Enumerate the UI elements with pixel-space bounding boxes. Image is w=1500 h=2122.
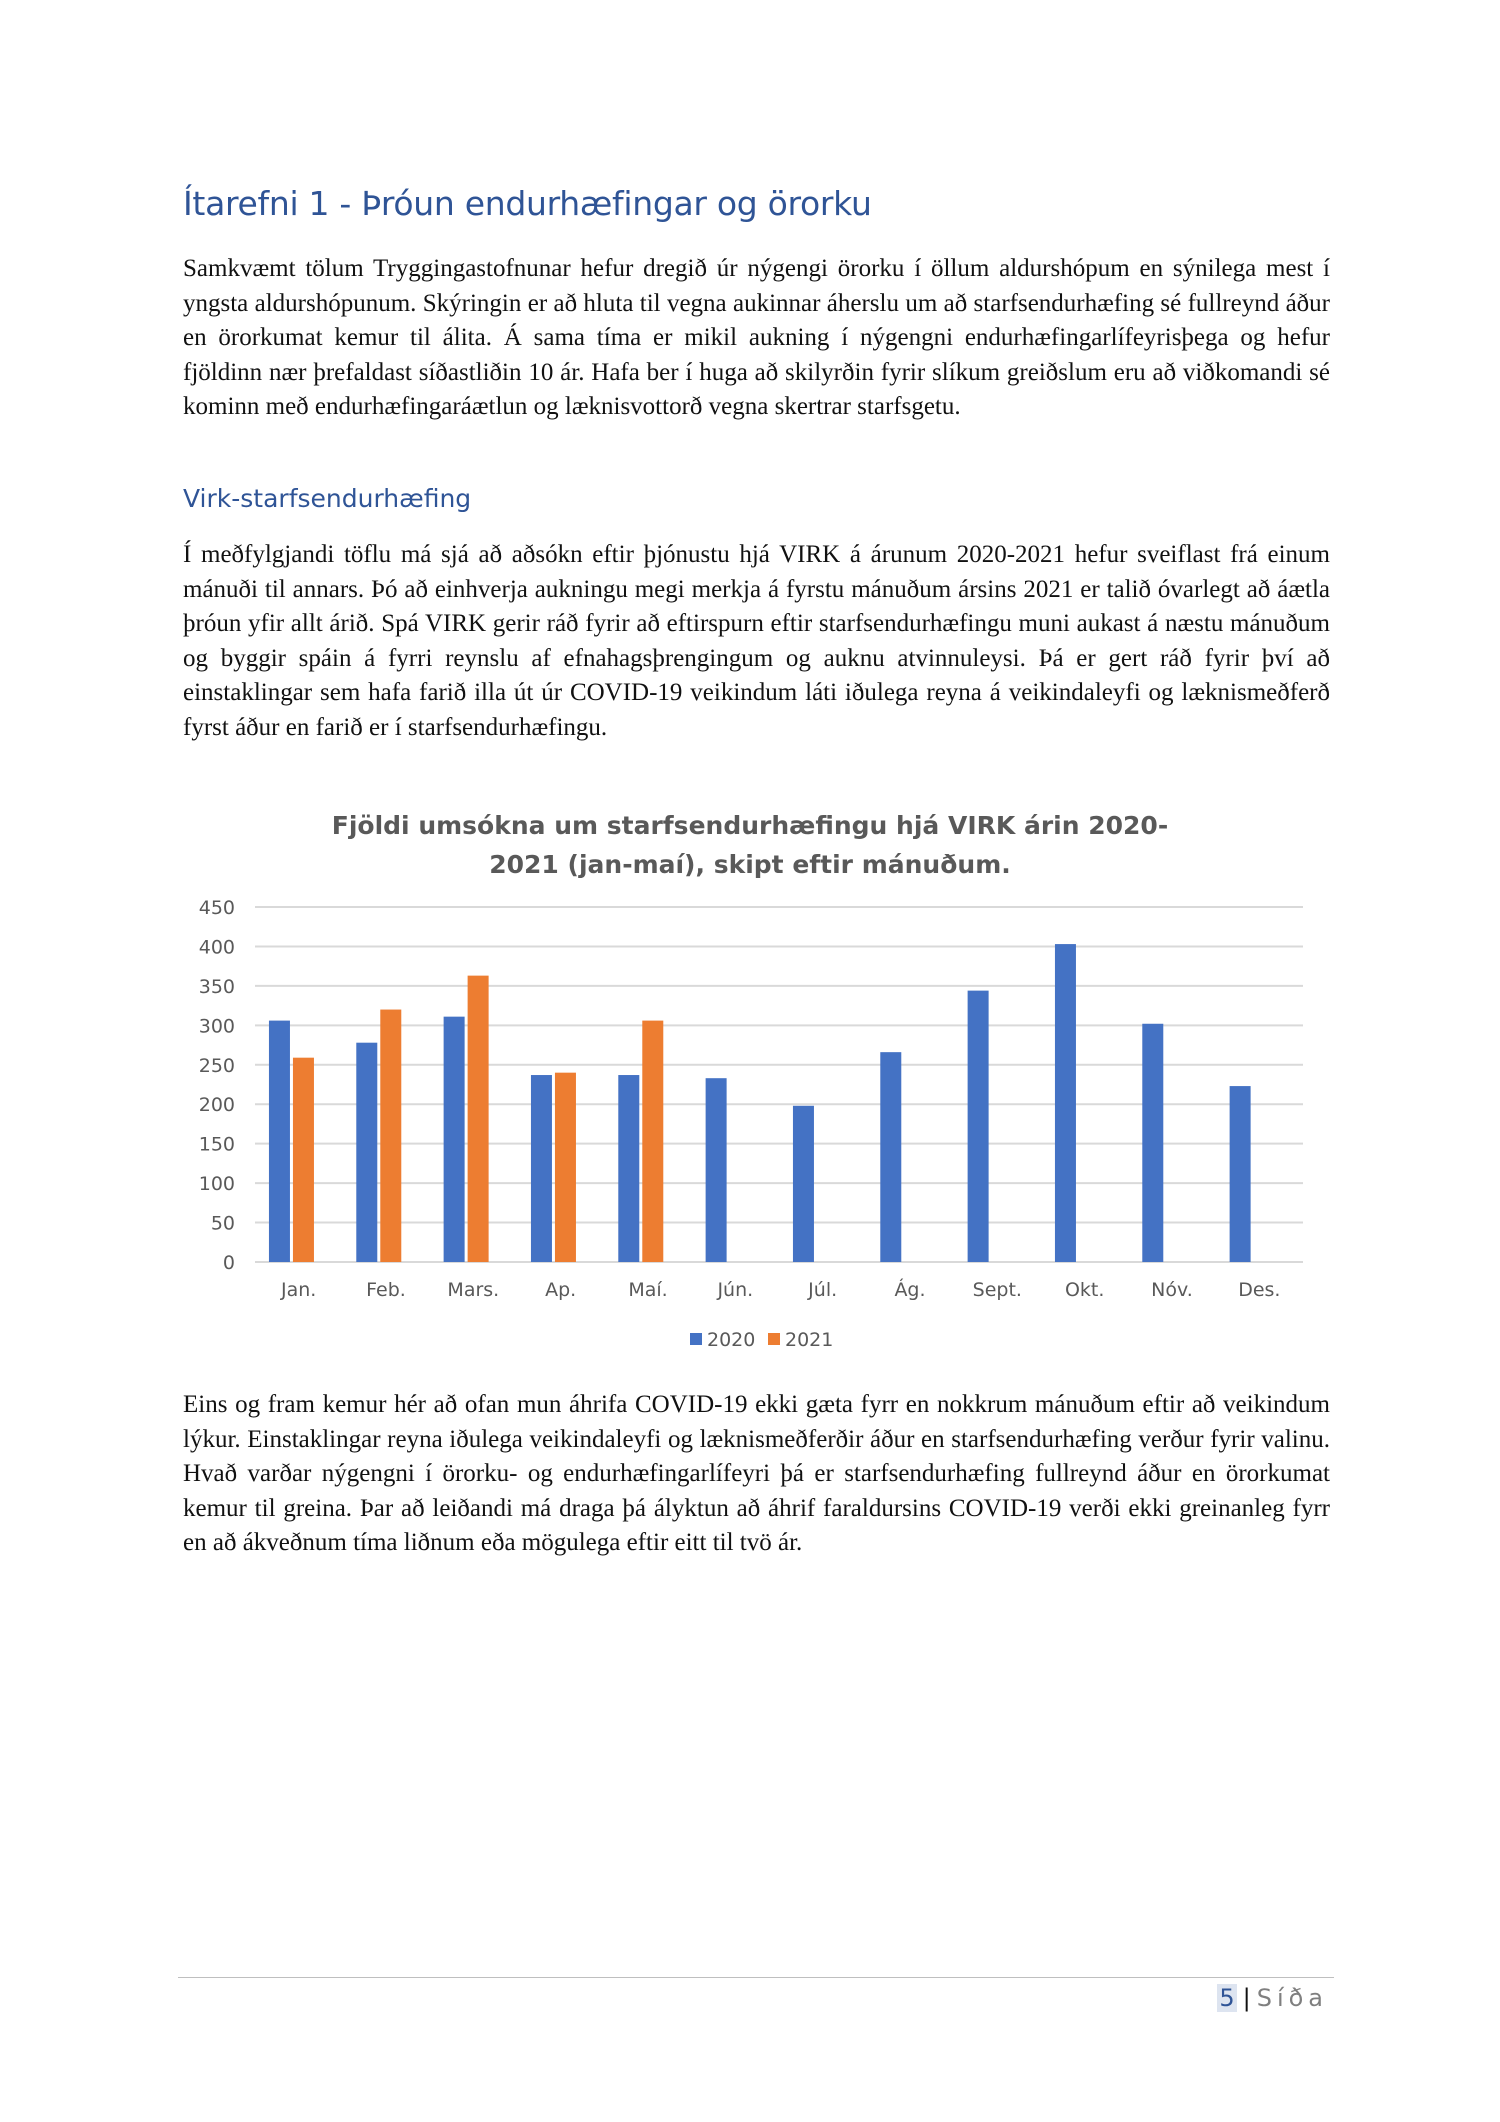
bar-2020-4: [618, 1075, 640, 1262]
bar-2021-4: [642, 1020, 664, 1262]
bar-2020-0: [268, 1020, 290, 1262]
bar-2020-10: [1142, 1023, 1164, 1262]
bar-2020-1: [356, 1042, 378, 1262]
x-tick-label: Júl.: [807, 1279, 837, 1301]
paragraph-intro: Samkvæmt tölum Tryggingastofnunar hefur …: [183, 255, 1330, 421]
y-tick-label: 250: [199, 1055, 235, 1077]
y-tick-label: 450: [199, 897, 235, 919]
x-tick-label: Maí.: [628, 1279, 667, 1301]
bar-2020-5: [705, 1078, 727, 1262]
x-tick-label: Des.: [1238, 1279, 1280, 1301]
x-tick-label: Feb.: [366, 1279, 406, 1301]
y-tick-label: 350: [199, 976, 235, 998]
x-tick-label: Jan.: [280, 1279, 316, 1301]
y-tick-label: 150: [199, 1134, 235, 1156]
bar-2021-1: [380, 1009, 402, 1262]
legend-label: 2020: [707, 1329, 755, 1351]
y-tick-label: 300: [199, 1015, 235, 1037]
bar-2020-2: [443, 1016, 465, 1262]
bar-chart: 0 50 100 150 200 250 300 350 400 450 Jan. Feb. Mars.…: [199, 897, 1303, 1351]
legend-label: 2021: [785, 1329, 833, 1351]
bar-2020-6: [792, 1105, 814, 1262]
x-tick-label: Mars.: [447, 1279, 499, 1301]
bar-2020-8: [967, 990, 989, 1262]
chart-title: Fjöldi umsókna um starfsendurhæfingu hjá…: [331, 811, 1169, 879]
subheading: Virk-starfsendurhæfing: [183, 484, 472, 513]
x-tick-label: Okt.: [1065, 1279, 1104, 1301]
x-tick-label: Nóv.: [1151, 1279, 1193, 1301]
footer-divider: [178, 1977, 1334, 1978]
bar-2020-3: [530, 1075, 552, 1262]
y-tick-label: 0: [223, 1252, 235, 1274]
x-tick-label: Ap.: [545, 1279, 576, 1301]
x-tick-label: Jún.: [716, 1279, 753, 1301]
legend-swatch-2021: [768, 1333, 780, 1345]
paragraph-conclusion: Eins og fram kemur hér að ofan mun áhrif…: [183, 1391, 1330, 1557]
page-number: 5: [1217, 1984, 1237, 2012]
page-label: Síða: [1256, 1984, 1328, 2012]
x-tick-label: Ág.: [894, 1278, 925, 1301]
y-tick-label: 100: [199, 1173, 235, 1195]
footer-separator: |: [1242, 1984, 1251, 2012]
x-tick-label: Sept.: [973, 1279, 1022, 1301]
paragraph-virk: Í meðfylgjandi töflu má sjá að aðsókn ef…: [183, 541, 1330, 741]
bar-2020-9: [1054, 944, 1076, 1262]
bar-2021-3: [554, 1072, 576, 1262]
y-tick-label: 200: [199, 1094, 235, 1116]
bar-2021-2: [467, 975, 489, 1262]
legend-swatch-2020: [690, 1333, 702, 1345]
bar-2021-0: [292, 1057, 314, 1262]
y-tick-label: 400: [199, 936, 235, 958]
page-footer: 5 | Síða: [1217, 1984, 1328, 2012]
y-tick-label: 50: [211, 1213, 235, 1235]
section-heading: Ítarefni 1 - Þróun endurhæfingar og öror…: [183, 184, 872, 223]
bar-2020-11: [1229, 1086, 1251, 1262]
bar-2020-7: [880, 1052, 902, 1262]
